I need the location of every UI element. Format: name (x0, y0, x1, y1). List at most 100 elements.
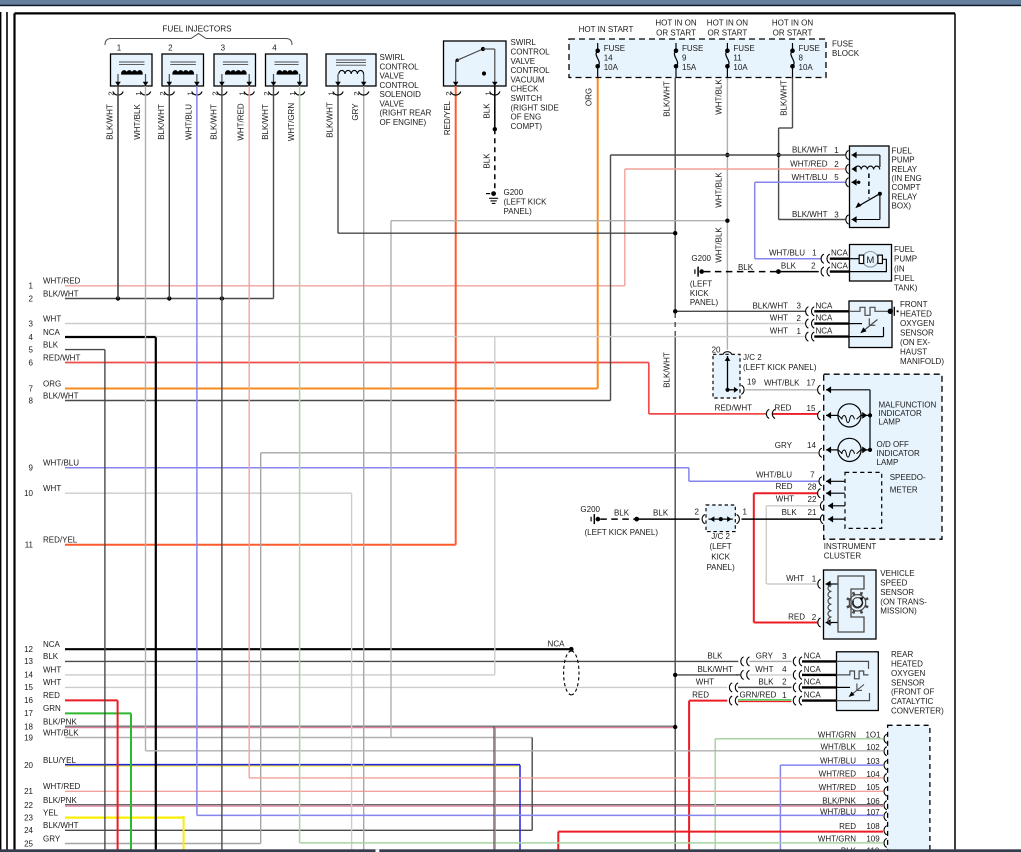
svg-text:SOLENOID: SOLENOID (380, 90, 422, 99)
svg-text:HEATED: HEATED (891, 660, 923, 669)
svg-text:FUSE: FUSE (682, 44, 703, 53)
svg-text:104: 104 (866, 770, 880, 779)
svg-text:MALFUNCTION: MALFUNCTION (879, 401, 937, 410)
svg-text:PANEL): PANEL) (504, 207, 533, 216)
svg-text:FUEL: FUEL (894, 245, 915, 254)
svg-text:SENSOR: SENSOR (891, 678, 925, 687)
svg-text:2: 2 (796, 314, 801, 323)
svg-text:PUMP: PUMP (894, 255, 917, 264)
svg-text:OR START: OR START (773, 29, 813, 38)
svg-text:RED: RED (788, 613, 805, 622)
svg-text:106: 106 (866, 797, 880, 806)
svg-text:(RIGHT REAR: (RIGHT REAR (380, 109, 432, 118)
svg-text:19: 19 (24, 733, 33, 742)
svg-text:WHT/BLK: WHT/BLK (764, 379, 800, 388)
svg-text:1O1: 1O1 (865, 731, 881, 740)
svg-text:BLK/WHT: BLK/WHT (792, 210, 828, 219)
svg-text:J/C 2: J/C 2 (711, 532, 730, 541)
svg-text:1: 1 (238, 91, 247, 95)
svg-text:20: 20 (712, 345, 721, 354)
svg-text:WHT: WHT (786, 574, 804, 583)
svg-text:NCA: NCA (816, 327, 834, 336)
svg-text:INDICATOR: INDICATOR (877, 449, 920, 458)
svg-text:BLK/WHT: BLK/WHT (780, 80, 789, 116)
svg-text:HAUST: HAUST (900, 347, 927, 356)
svg-text:8: 8 (799, 54, 804, 63)
svg-text:GRY: GRY (756, 652, 774, 661)
svg-text:21: 21 (24, 787, 33, 796)
svg-text:16: 16 (24, 696, 33, 705)
svg-text:11: 11 (733, 54, 742, 63)
svg-text:17: 17 (807, 379, 816, 388)
svg-text:BOX): BOX) (892, 202, 912, 211)
svg-text:OF ENG: OF ENG (511, 113, 542, 122)
svg-text:BLK: BLK (841, 847, 857, 852)
svg-text:LAMP: LAMP (877, 458, 899, 467)
svg-text:BLK/PNK: BLK/PNK (822, 797, 856, 806)
svg-text:M: M (866, 255, 874, 266)
svg-text:BLK/WHT: BLK/WHT (106, 104, 115, 140)
svg-text:3: 3 (834, 210, 839, 219)
svg-text:24: 24 (24, 826, 33, 835)
svg-text:14: 14 (807, 441, 816, 450)
svg-text:VALVE: VALVE (511, 57, 536, 66)
svg-text:CHECK: CHECK (511, 85, 540, 94)
svg-text:1: 1 (782, 691, 787, 700)
svg-text:ORG: ORG (43, 379, 61, 388)
svg-text:(FRONT OF: (FRONT OF (891, 688, 935, 697)
svg-text:HEATED: HEATED (900, 309, 932, 318)
svg-text:WHT/RED: WHT/RED (43, 277, 81, 286)
svg-text:RED/YEL: RED/YEL (443, 100, 452, 135)
svg-text:WHT: WHT (755, 665, 773, 674)
svg-text:LAMP: LAMP (879, 417, 901, 426)
svg-text:WHT/GRN: WHT/GRN (818, 730, 856, 739)
svg-text:BLK: BLK (738, 263, 754, 272)
svg-text:KICK: KICK (711, 552, 730, 561)
svg-text:14: 14 (24, 671, 33, 680)
svg-text:2: 2 (695, 508, 700, 517)
svg-text:O/D OFF: O/D OFF (877, 440, 910, 449)
svg-text:105: 105 (866, 783, 880, 792)
svg-text:MISSION): MISSION) (880, 607, 917, 616)
svg-text:BLK/PNK: BLK/PNK (43, 718, 77, 727)
svg-text:108: 108 (866, 822, 880, 831)
svg-text:HOT IN ON: HOT IN ON (655, 19, 696, 28)
svg-text:4: 4 (272, 44, 277, 53)
svg-text:WHT/BLK: WHT/BLK (714, 172, 723, 208)
svg-text:FUEL: FUEL (894, 274, 915, 283)
svg-text:BLK/WHT: BLK/WHT (209, 104, 218, 140)
svg-text:G200: G200 (504, 188, 524, 197)
svg-text:1: 1 (288, 91, 297, 95)
svg-text:FUEL INJECTORS: FUEL INJECTORS (162, 25, 232, 34)
svg-text:REAR: REAR (891, 650, 913, 659)
svg-text:J/C 2: J/C 2 (743, 353, 762, 362)
svg-text:109: 109 (866, 835, 880, 844)
svg-text:BLK: BLK (614, 508, 630, 517)
svg-text:2: 2 (782, 678, 787, 687)
svg-text:NCA: NCA (831, 261, 849, 270)
svg-text:WHT: WHT (43, 666, 61, 675)
svg-text:VALVE: VALVE (380, 99, 405, 108)
svg-text:RED/WHT: RED/WHT (43, 353, 80, 362)
svg-text:15: 15 (807, 404, 816, 413)
svg-text:SPEED: SPEED (880, 579, 907, 588)
svg-text:BLK/WHT: BLK/WHT (43, 821, 79, 830)
svg-text:WHT/BLU: WHT/BLU (43, 459, 79, 468)
svg-text:OXYGEN: OXYGEN (900, 319, 934, 328)
svg-text:METER: METER (890, 486, 918, 495)
svg-text:1: 1 (796, 327, 801, 336)
svg-text:WHT/BLU: WHT/BLU (820, 808, 856, 817)
svg-text:22: 22 (24, 801, 33, 810)
svg-text:BLK/WHT: BLK/WHT (157, 104, 166, 140)
svg-text:BLK/WHT: BLK/WHT (261, 104, 270, 140)
svg-text:OR START: OR START (708, 29, 748, 38)
svg-text:RED: RED (839, 822, 856, 831)
svg-text:SWIRL: SWIRL (511, 38, 537, 47)
svg-text:BLK/WHT: BLK/WHT (662, 352, 671, 388)
svg-text:FUSE: FUSE (733, 44, 754, 53)
svg-text:CONVERTER): CONVERTER) (891, 707, 944, 716)
svg-text:NCA: NCA (804, 691, 822, 700)
svg-text:SWITCH: SWITCH (511, 94, 543, 103)
svg-text:WHT/BLK: WHT/BLK (133, 104, 142, 140)
svg-text:1: 1 (812, 249, 817, 258)
